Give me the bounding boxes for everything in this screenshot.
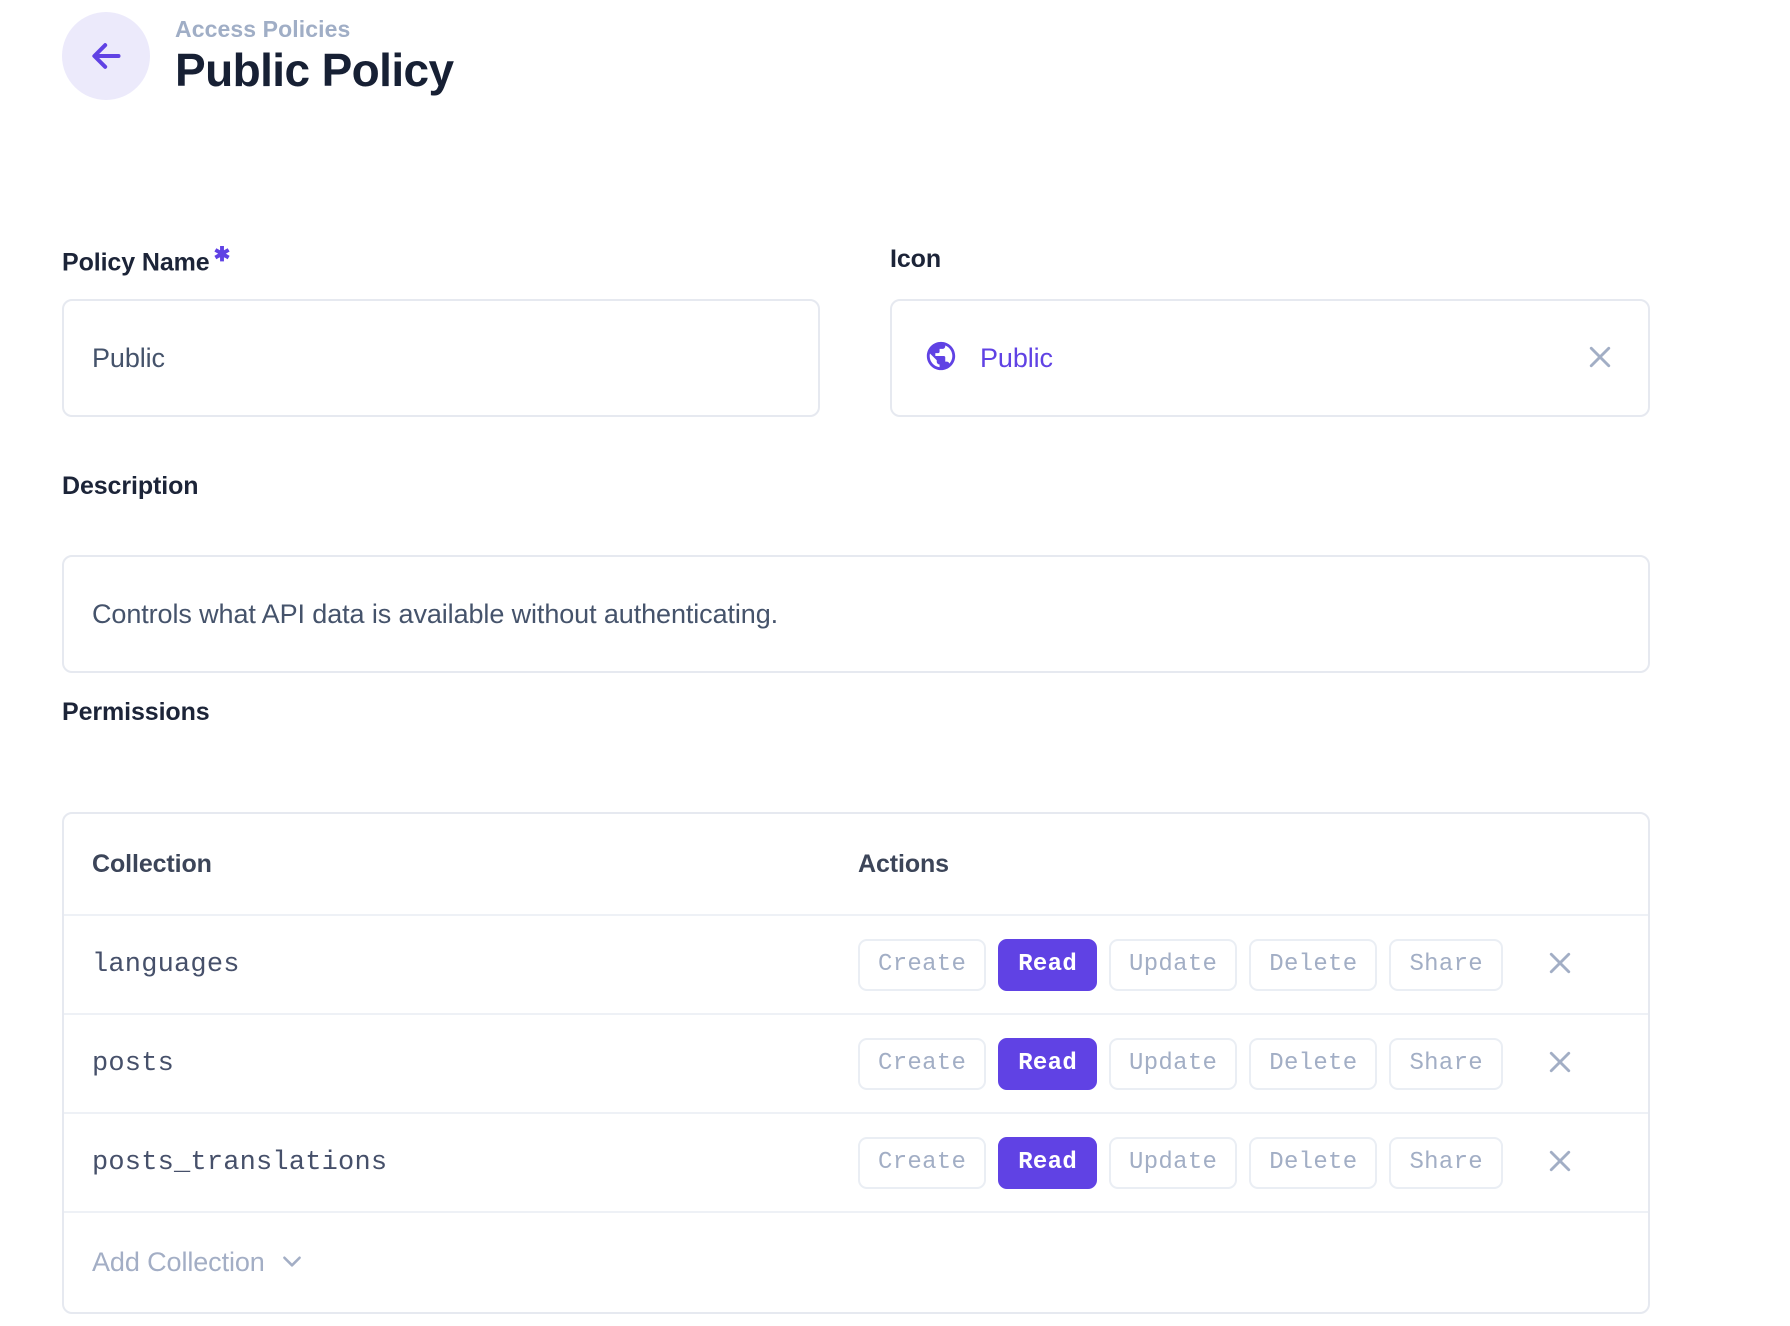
remove-row-button[interactable] (1533, 1037, 1587, 1091)
collection-name: languages (92, 949, 240, 980)
add-collection-label: Add Collection (92, 1247, 265, 1277)
remove-row-button[interactable] (1533, 1136, 1587, 1190)
close-icon (1585, 342, 1615, 375)
remove-row-button[interactable] (1533, 938, 1587, 992)
action-pill-share[interactable]: Share (1389, 938, 1503, 991)
column-header-actions: Actions (858, 849, 949, 878)
collection-name: posts (92, 1048, 175, 1079)
action-pill-delete[interactable]: Delete (1249, 1037, 1378, 1090)
policy-name-value: Public (92, 342, 165, 373)
action-pill-delete[interactable]: Delete (1249, 1136, 1378, 1189)
table-row: languages Create Read Update Delete Shar… (64, 916, 1648, 1015)
close-icon (1545, 948, 1575, 981)
permissions-table: Collection Actions languages Create Read… (62, 812, 1650, 1314)
action-pill-read[interactable]: Read (998, 1037, 1098, 1090)
policy-name-label: Policy Name ✱ (62, 245, 230, 277)
title-block: Access Policies Public Policy (175, 16, 454, 95)
arrow-left-icon (86, 36, 126, 76)
action-pill-create[interactable]: Create (858, 1037, 987, 1090)
column-header-collection: Collection (92, 849, 212, 878)
collection-name: posts_translations (92, 1147, 388, 1178)
icon-select[interactable]: Public (890, 299, 1650, 417)
policy-name-label-text: Policy Name (62, 248, 210, 277)
description-value: Controls what API data is available with… (92, 598, 779, 629)
icon-clear-button[interactable] (1578, 336, 1622, 380)
description-input[interactable]: Controls what API data is available with… (62, 555, 1650, 673)
policy-name-input[interactable]: Public (62, 299, 820, 417)
icon-value-label: Public (980, 342, 1053, 373)
globe-public-icon (924, 339, 958, 378)
table-row: posts Create Read Update Delete Share (64, 1015, 1648, 1114)
actions-cell: Create Read Update Delete Share (858, 1037, 1587, 1091)
action-pill-share[interactable]: Share (1389, 1037, 1503, 1090)
action-pill-update[interactable]: Update (1109, 1136, 1238, 1189)
actions-cell: Create Read Update Delete Share (858, 938, 1587, 992)
back-button[interactable] (62, 12, 150, 100)
action-pill-delete[interactable]: Delete (1249, 938, 1378, 991)
action-pill-update[interactable]: Update (1109, 938, 1238, 991)
icon-label: Icon (890, 245, 941, 273)
table-footer-row: Add Collection (64, 1213, 1648, 1312)
action-pill-read[interactable]: Read (998, 1136, 1098, 1189)
chevron-down-icon (279, 1248, 305, 1277)
table-row: posts_translations Create Read Update De… (64, 1114, 1648, 1213)
breadcrumb[interactable]: Access Policies (175, 16, 351, 43)
action-pill-update[interactable]: Update (1109, 1037, 1238, 1090)
icon-selected-value: Public (924, 339, 1053, 378)
close-icon (1545, 1047, 1575, 1080)
close-icon (1545, 1146, 1575, 1179)
action-pill-read[interactable]: Read (998, 938, 1098, 991)
permissions-label: Permissions (62, 698, 210, 726)
description-label: Description (62, 472, 199, 500)
page-header: Access Policies Public Policy (62, 12, 454, 100)
action-pill-create[interactable]: Create (858, 938, 987, 991)
table-header-row: Collection Actions (64, 814, 1648, 916)
required-asterisk-icon: ✱ (213, 244, 231, 266)
action-pill-share[interactable]: Share (1389, 1136, 1503, 1189)
action-pill-create[interactable]: Create (858, 1136, 987, 1189)
page-title: Public Policy (175, 43, 454, 96)
add-collection-button[interactable]: Add Collection (92, 1247, 305, 1278)
actions-cell: Create Read Update Delete Share (858, 1136, 1587, 1190)
